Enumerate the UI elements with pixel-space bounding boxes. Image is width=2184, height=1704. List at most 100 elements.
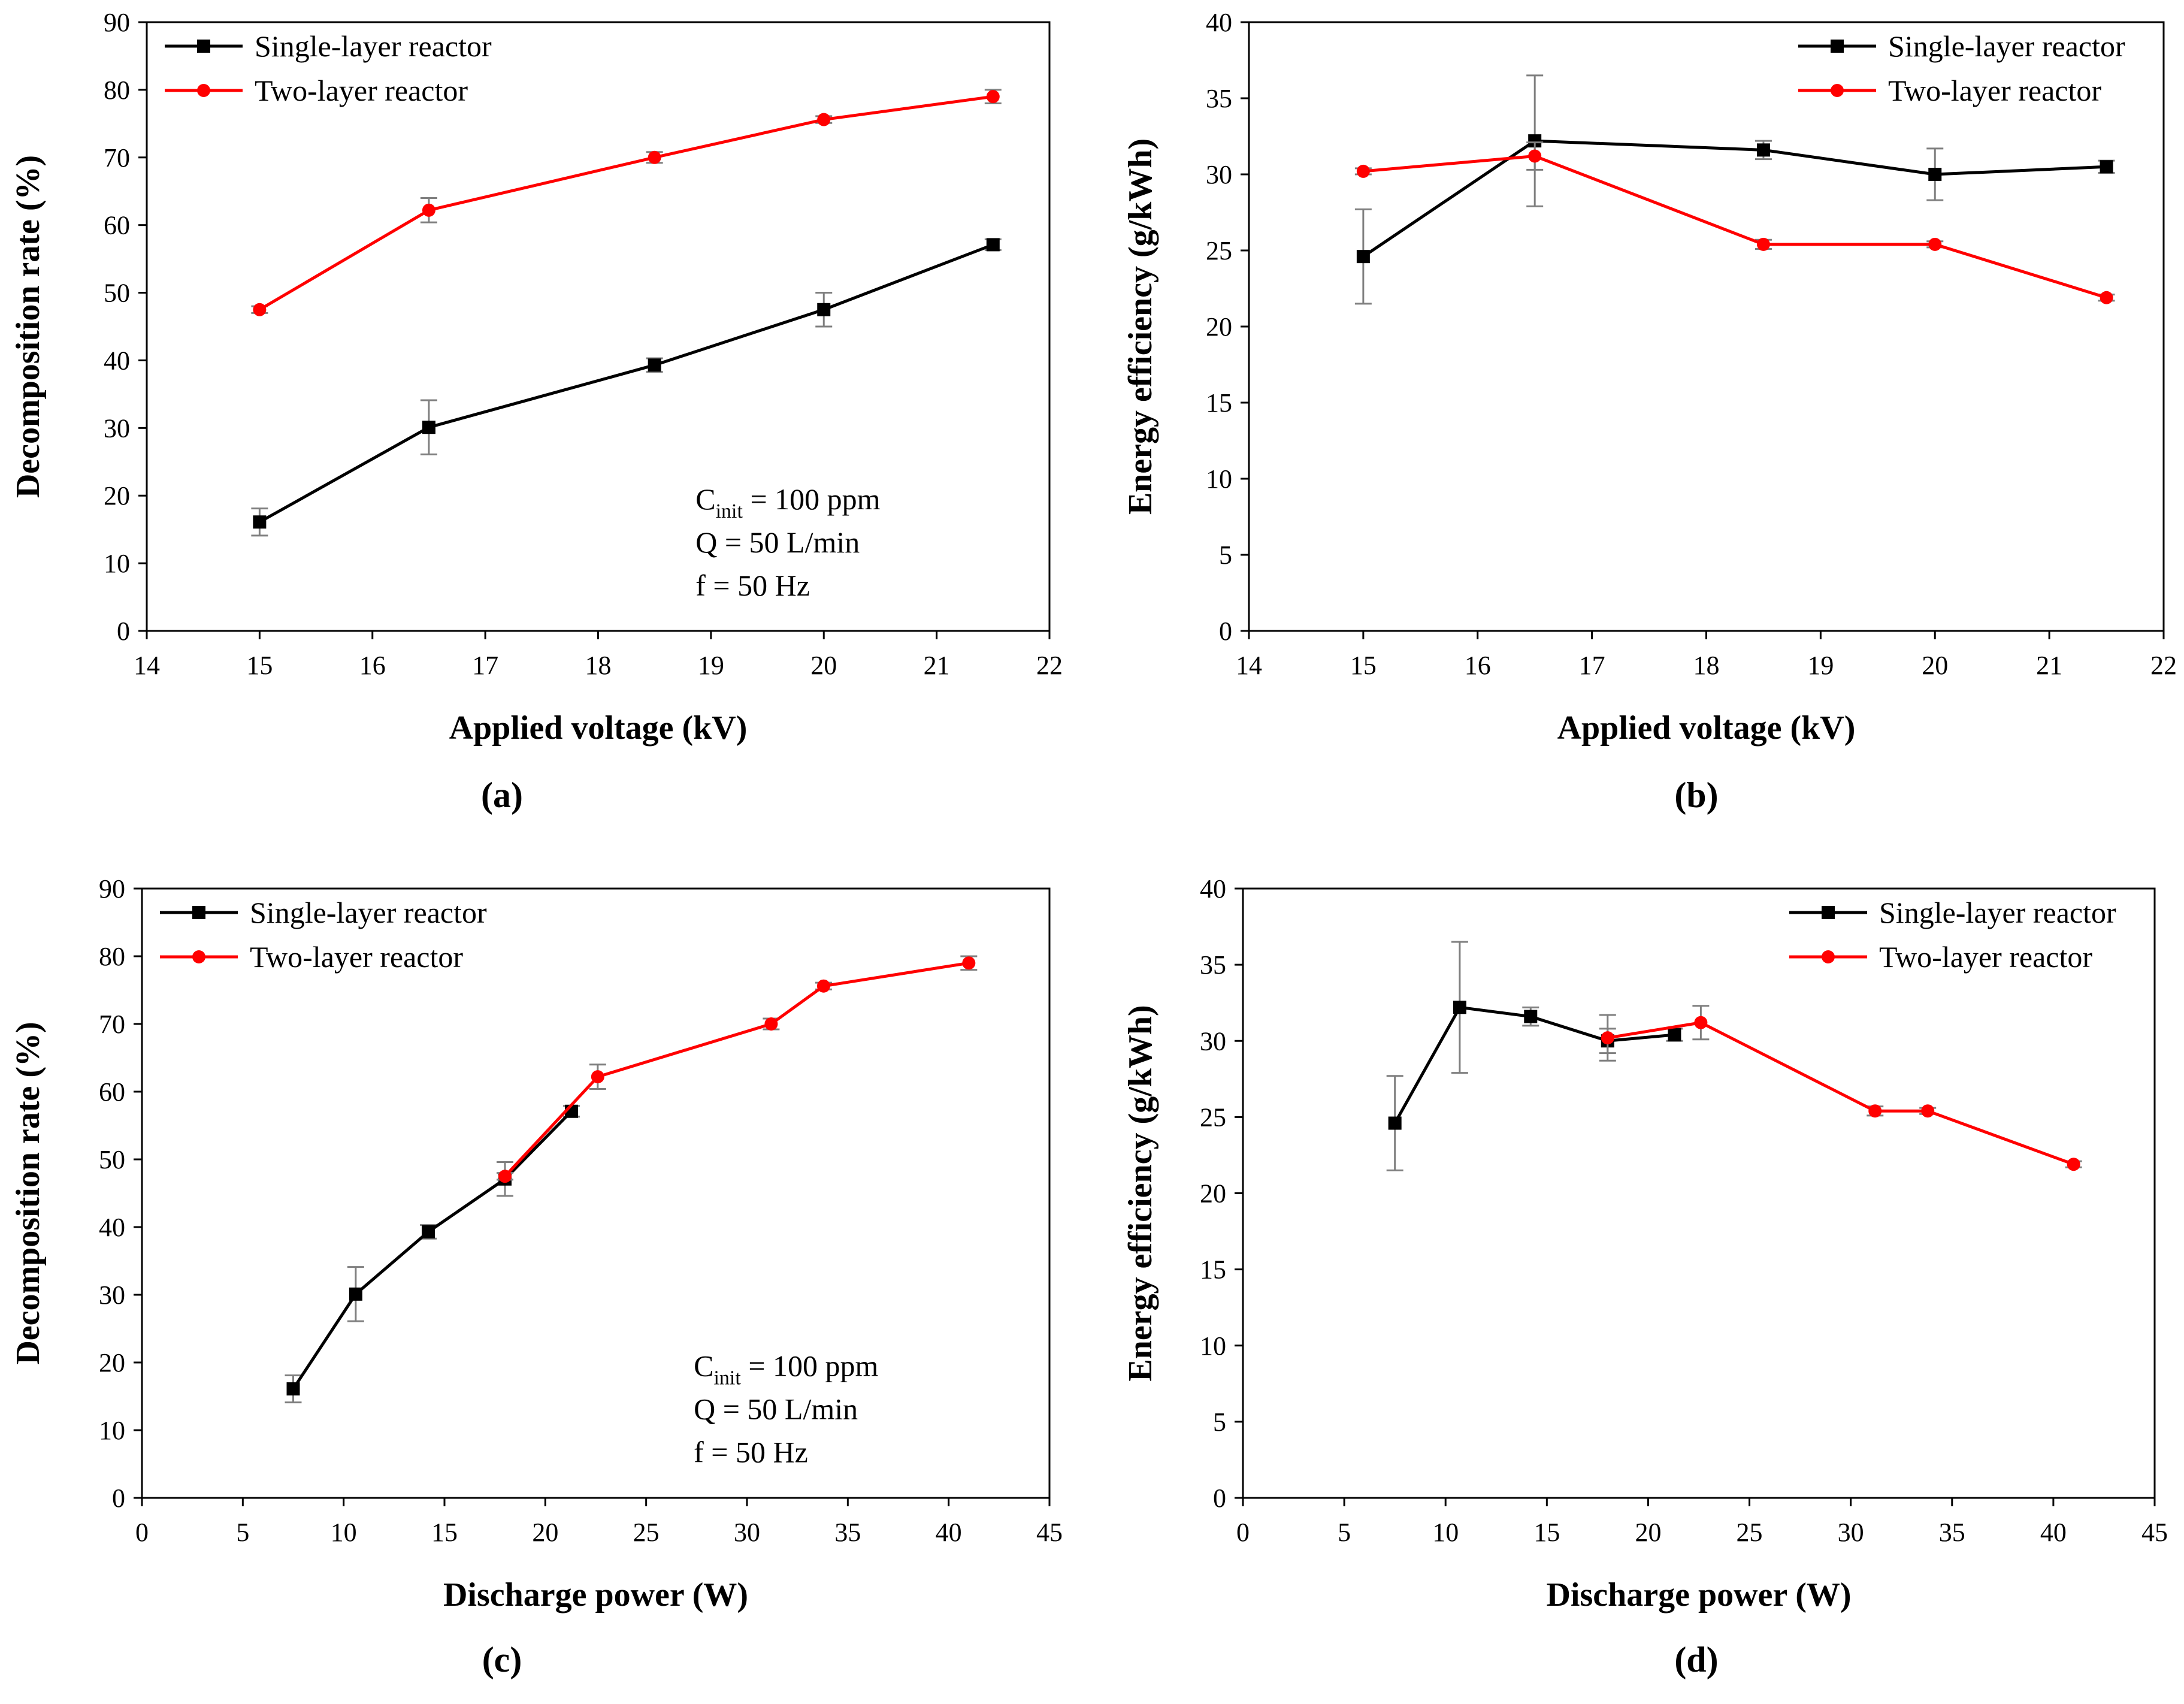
chart-b: 14 15 16 17 18 19 20 21 22 0 5 10 15 20 25 30 35 40 Applie… — [1122, 8, 2177, 815]
y-tick-label: 50 — [99, 1145, 125, 1174]
data-point — [1528, 149, 1542, 163]
y-tick-label: 40 — [99, 1213, 125, 1242]
data-point — [1524, 1010, 1538, 1023]
y-tick-label: 35 — [1200, 950, 1226, 980]
y-tick-label: 30 — [99, 1280, 125, 1310]
x-tick-label: 5 — [236, 1518, 249, 1547]
x-tick-label: 17 — [1579, 651, 1605, 680]
legend-marker — [197, 40, 210, 53]
x-tick-label: 16 — [359, 651, 386, 680]
y-axis-label: Energy efficiency (g/kWh) — [1122, 1005, 1159, 1381]
y-tick-label: 60 — [99, 1077, 125, 1107]
y-tick-label: 20 — [1200, 1179, 1226, 1208]
data-point — [986, 90, 1000, 104]
x-tick-label: 14 — [1236, 651, 1262, 680]
y-tick-label: 10 — [1200, 1331, 1226, 1361]
series-two-layer — [251, 89, 1002, 316]
series-single-layer — [1386, 941, 1683, 1171]
data-point — [2100, 291, 2113, 304]
panel-caption: (d) — [1674, 1640, 1718, 1679]
data-point — [817, 303, 831, 316]
condition-concentration: Cinit = 100 ppm — [694, 1349, 878, 1389]
x-tick-label: 20 — [532, 1518, 558, 1547]
y-tick-label: 20 — [104, 481, 130, 510]
series-line — [504, 961, 969, 1177]
series-line — [292, 1110, 573, 1390]
data-point — [816, 979, 830, 993]
series-line — [1393, 1005, 1675, 1124]
y-tick-label: 0 — [1213, 1484, 1226, 1513]
y-tick-label: 0 — [117, 617, 130, 646]
data-point — [1453, 1001, 1466, 1014]
series-line — [1363, 154, 2107, 300]
y-tick-label: 20 — [1206, 312, 1232, 342]
series-single-layer — [285, 1104, 580, 1404]
data-point — [253, 303, 267, 316]
legend-marker — [192, 950, 205, 963]
y-tick-label: 5 — [1213, 1407, 1226, 1437]
x-tick-label: 21 — [924, 651, 950, 680]
y-tick-label: 5 — [1219, 540, 1232, 570]
x-tick-label: 20 — [1922, 651, 1948, 680]
series-two-layer — [497, 955, 978, 1183]
data-point — [1928, 168, 1942, 181]
y-tick-label: 10 — [1206, 464, 1232, 494]
data-point — [962, 956, 976, 970]
y-axis-label: Decomposition rate (%) — [10, 155, 47, 498]
x-tick-label: 22 — [1036, 651, 1063, 680]
plot-frame — [1242, 887, 2156, 1499]
y-tick-label: 40 — [1206, 8, 1232, 37]
data-point — [591, 1070, 604, 1084]
x-tick-label: 0 — [1236, 1518, 1250, 1547]
data-point — [2100, 160, 2113, 174]
data-point — [422, 1225, 435, 1238]
x-tick-label: 22 — [2150, 651, 2177, 680]
y-tick-label: 30 — [104, 413, 130, 443]
y-tick-label: 10 — [104, 549, 130, 578]
x-tick-label: 5 — [1338, 1518, 1351, 1547]
legend-label: Single-layer reactor — [1879, 896, 2116, 929]
data-point — [1756, 237, 1770, 251]
x-tick-label: 0 — [135, 1518, 149, 1547]
series-single-layer — [1354, 74, 2115, 305]
y-tick-label: 10 — [99, 1416, 125, 1445]
x-tick-label: 21 — [2036, 651, 2062, 680]
legend-label: Single-layer reactor — [255, 29, 492, 63]
condition-frequency: f = 50 Hz — [694, 1436, 808, 1469]
data-point — [1356, 164, 1370, 178]
legend: Single-layer reactor Two-layer reactor — [160, 896, 487, 974]
chart-d: 0 5 10 15 20 25 30 35 40 45 0 5 10 15 20 25 30 35 40 Discha… — [1122, 874, 2168, 1679]
panel-caption: (c) — [482, 1640, 522, 1679]
legend-label: Single-layer reactor — [1888, 29, 2125, 63]
series-line — [259, 95, 994, 311]
legend-label: Two-layer reactor — [1888, 74, 2101, 107]
x-axis-label: Discharge power (W) — [443, 1576, 748, 1614]
legend-label: Two-layer reactor — [255, 74, 468, 107]
panel-caption: (a) — [481, 775, 523, 815]
data-point — [422, 203, 435, 217]
data-point — [1928, 237, 1942, 251]
legend: Single-layer reactor Two-layer reactor — [1789, 896, 2116, 974]
data-point — [986, 238, 1000, 252]
legend: Single-layer reactor Two-layer reactor — [165, 29, 492, 107]
y-axis-label: Decomposition rate (%) — [10, 1022, 47, 1364]
x-tick-label: 10 — [1432, 1518, 1459, 1547]
y-tick-label: 90 — [99, 874, 125, 904]
condition-concentration: Cinit = 100 ppm — [695, 482, 880, 522]
x-tick-label: 15 — [1533, 1518, 1560, 1547]
data-point — [1694, 1016, 1708, 1029]
data-point — [1921, 1104, 1935, 1118]
data-point — [648, 358, 661, 372]
x-axis-label: Applied voltage (kV) — [1557, 709, 1856, 747]
x-tick-label: 30 — [1838, 1518, 1864, 1547]
series-two-layer — [1354, 141, 2115, 304]
y-tick-label: 80 — [104, 75, 130, 105]
x-tick-label: 35 — [1939, 1518, 1965, 1547]
y-tick-label: 20 — [99, 1348, 125, 1377]
y-tick-label: 15 — [1200, 1255, 1226, 1285]
x-tick-label: 40 — [2040, 1518, 2067, 1547]
legend-marker — [1831, 40, 1844, 53]
data-point — [817, 113, 831, 126]
legend-label: Two-layer reactor — [1879, 940, 2092, 974]
